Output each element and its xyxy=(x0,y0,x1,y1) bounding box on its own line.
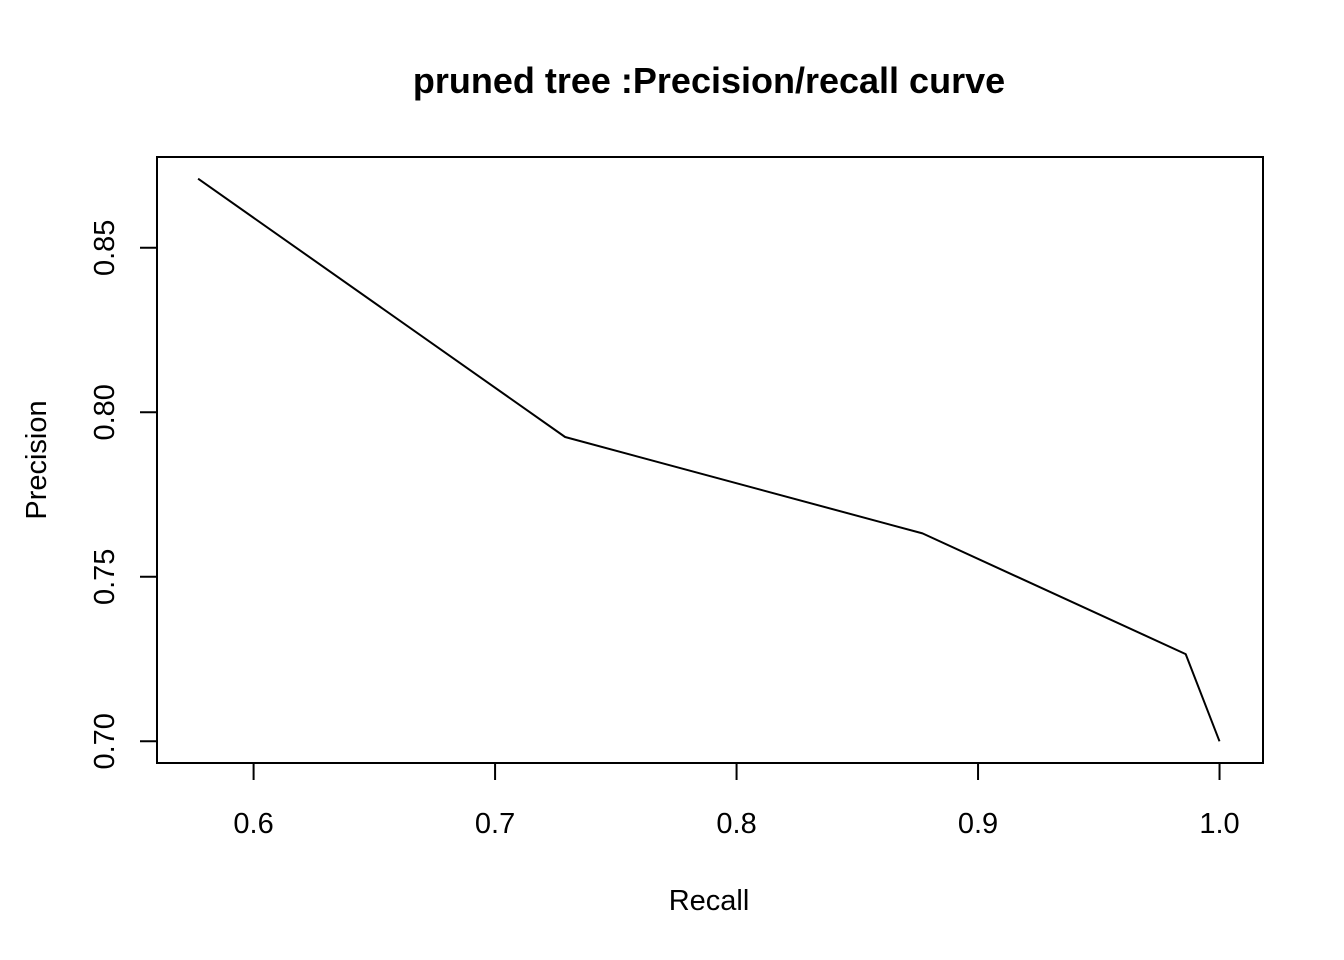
y-tick-label: 0.75 xyxy=(89,549,121,605)
x-tick-label: 0.6 xyxy=(233,808,273,840)
y-axis: 0.70 0.75 0.80 0.85 xyxy=(89,220,158,770)
series-layer xyxy=(197,177,1221,742)
y-tick-label: 0.85 xyxy=(89,220,121,276)
plot-frame xyxy=(156,156,1264,764)
x-axis: 0.6 0.7 0.8 0.9 1.0 xyxy=(233,762,1240,840)
chart-title: pruned tree :Precision/recall curve xyxy=(413,60,1005,101)
x-tick-label: 0.8 xyxy=(716,808,756,840)
y-tick-label: 0.70 xyxy=(89,713,121,769)
x-tick-label: 0.9 xyxy=(958,808,998,840)
x-tick-label: 1.0 xyxy=(1199,808,1239,840)
y-tick-label: 0.80 xyxy=(89,384,121,440)
x-axis-label: Recall xyxy=(669,885,750,917)
x-tick-label: 0.7 xyxy=(475,808,515,840)
series-line xyxy=(197,177,1221,742)
y-axis-label: Precision xyxy=(21,400,53,519)
